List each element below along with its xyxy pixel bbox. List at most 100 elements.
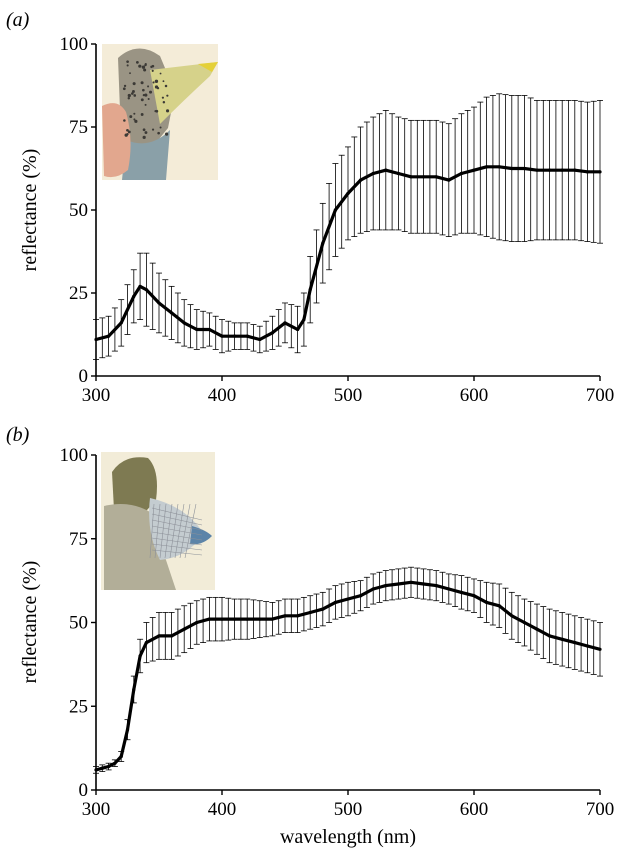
data-point [434,175,438,179]
speckle [150,65,153,69]
data-point [308,288,312,292]
data-point [371,171,375,176]
grid-line [151,531,203,541]
speckle [138,64,142,68]
grid-line [174,503,185,559]
speckle [159,126,162,129]
data-point [598,647,602,651]
data-point [170,634,174,638]
data-point [283,614,287,618]
data-point [459,171,463,176]
grid-line [179,503,191,559]
x-tick-label: 500 [334,799,363,820]
data-point [296,614,300,618]
data-point [485,165,489,169]
grid-line [151,543,203,551]
data-point [125,728,130,732]
speckle [126,133,129,136]
data-point [346,597,350,601]
speckle [161,96,164,99]
data-point [138,284,142,288]
data-point [119,321,123,325]
data-point [497,604,501,608]
bird-head-throat-photo-icon [102,44,218,180]
panel-b-y-axis-label: reflectance (%) [19,561,41,684]
data-point [548,168,552,172]
data-point [283,321,287,325]
inset-b-dewlap [149,498,204,560]
data-point [359,594,363,598]
y-tick-label: 0 [79,366,89,387]
panel-a-label: (a) [6,9,30,31]
speckle [141,65,146,69]
data-point [107,764,111,769]
data-point [548,634,552,638]
speckle [157,131,160,135]
speckle [142,135,146,139]
data-point [573,641,577,645]
inset-a-beak [150,62,218,124]
speckle [144,63,147,67]
data-point [396,171,400,176]
speckle [135,60,139,64]
speckle [142,128,146,132]
data-point [447,178,451,182]
y-tick-label: 50 [69,613,88,634]
speckle [147,85,150,88]
data-point [270,617,274,621]
data-point [94,768,98,772]
speckle [123,119,126,122]
grid-line [151,525,203,536]
speckle [144,131,148,134]
data-point [472,168,476,172]
x-tick-label: 300 [82,799,111,820]
data-point [485,600,489,605]
speckle [129,115,133,119]
speckle [134,119,138,123]
y-tick-label: 0 [79,780,89,801]
panel-b: (b) reflectance (%) 0 25 50 75 100 300 400 500 6… [6,424,614,848]
x-tick-label: 600 [460,799,489,820]
speckle [147,97,150,101]
data-point [308,610,312,615]
speckle [149,90,153,94]
speckle [123,84,127,88]
x-tick-label: 400 [208,385,237,406]
data-point [384,168,388,172]
data-point [195,620,199,625]
speckle [126,60,129,64]
grid-line [169,503,179,559]
x-tick-label: 400 [208,799,237,820]
speckle [133,112,136,115]
data-point [321,241,325,245]
grid-line [149,503,155,559]
data-point [220,334,224,338]
y-tick-label: 25 [69,696,88,717]
inset-a-throat [122,130,170,180]
data-point [195,327,199,332]
speckle [164,84,168,88]
data-point [359,178,363,182]
data-point [132,294,136,298]
speckle [127,93,131,98]
speckle [154,85,159,89]
data-point [522,620,527,625]
speckle [143,68,147,72]
grid-line [154,503,161,559]
data-point [207,327,211,332]
speckle [126,64,129,67]
speckle [142,88,145,92]
data-point [233,334,237,338]
data-point [560,637,564,641]
speckle [151,69,154,72]
data-point [144,641,148,645]
data-point [138,654,142,658]
data-point [346,191,350,195]
grid-line [151,519,203,531]
data-point [472,594,476,598]
speckle [129,72,131,75]
data-point [573,168,577,172]
grid-line [151,537,203,546]
speckle [132,82,136,86]
data-point [560,168,564,172]
